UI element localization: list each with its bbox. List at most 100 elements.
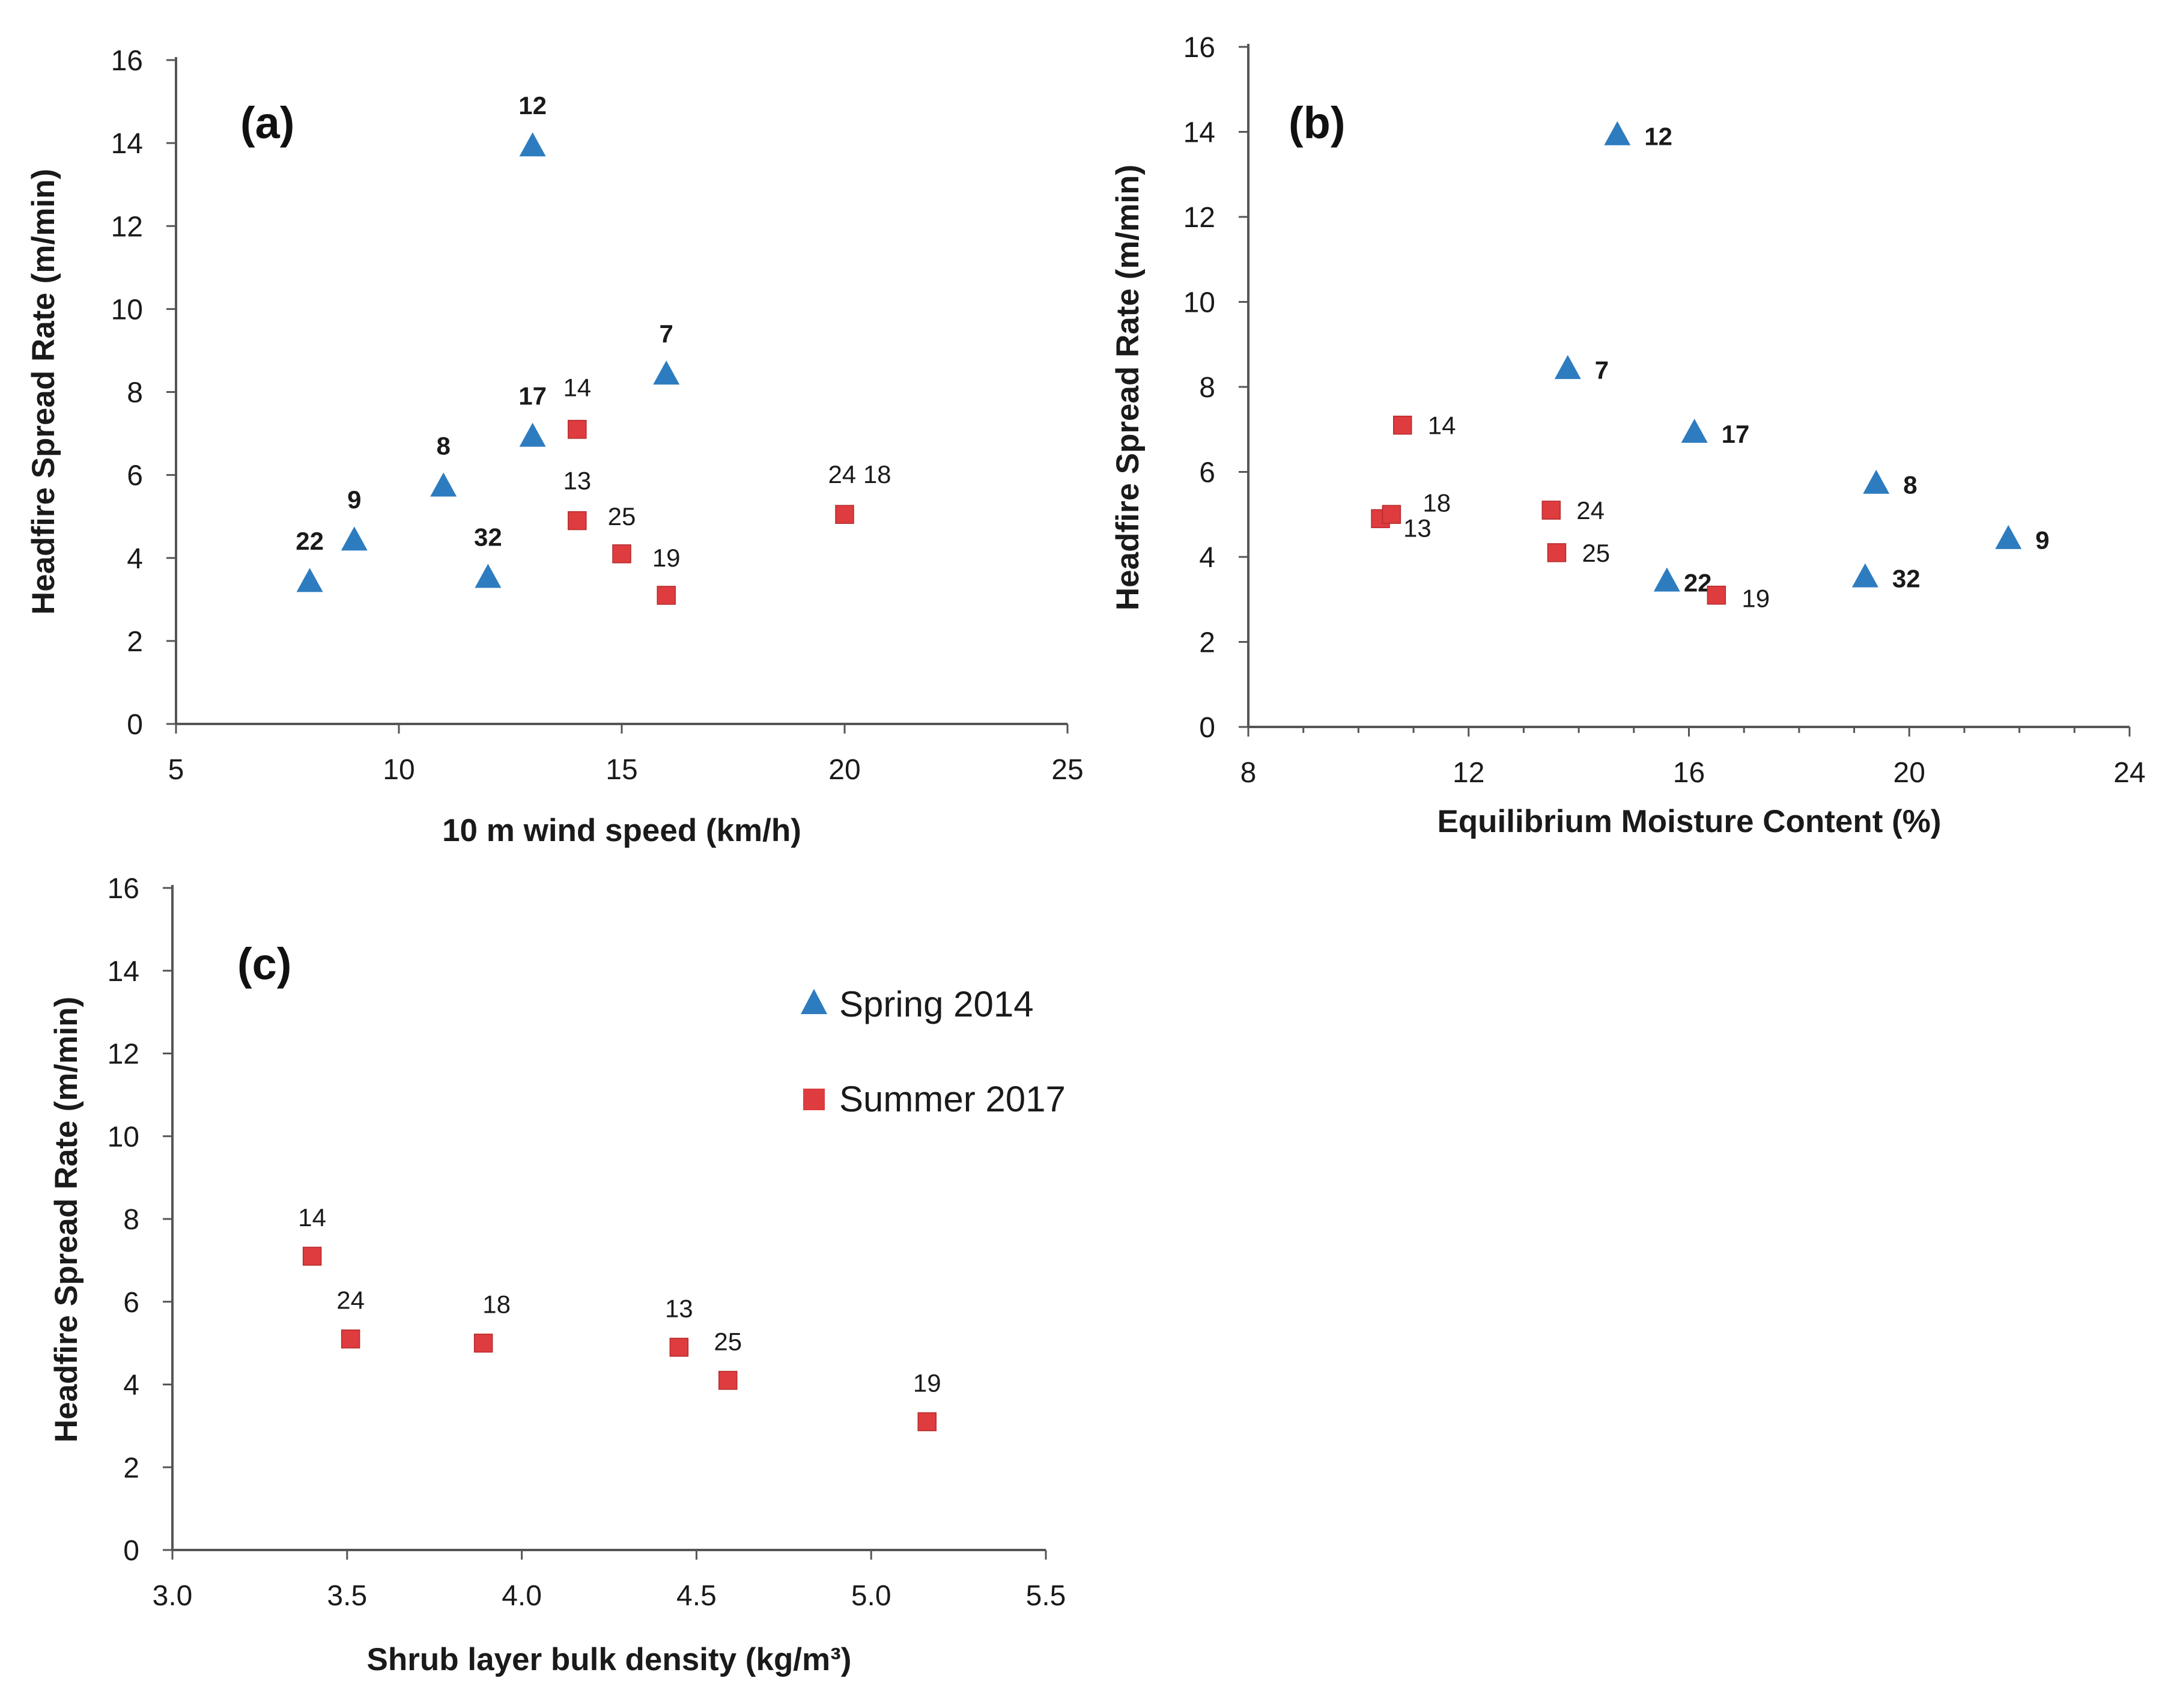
legend-entry: Spring 2014 [839,984,1034,1024]
y-tick-label: 12 [1183,202,1215,234]
spring-2014-point [475,564,502,588]
x-tick-label: 5 [168,754,184,786]
y-tick-label: 16 [108,873,139,905]
chart-panel-1: 0 2 4 6 8 10 12 14 16 5 10 15 20 25 10 m wind speed (k… [26,45,1084,848]
x-tick-label: 20 [1893,757,1925,789]
y-tick-label: 6 [127,460,143,492]
spring-2014-point [1681,419,1708,443]
chart-panel-3: 0 24 6 8 10 12 14 16 3.0 3.5 4.0 4.5 5.0 5.5 Shrub lay… [49,873,1066,1677]
data-label: 9 [2035,526,2049,555]
y-tick-label: 16 [1183,32,1215,64]
x-tick-label: 10 [383,754,414,786]
spring-2014-point [1604,121,1631,145]
spring-2014-point [296,568,323,592]
data-label: 14 [1428,412,1456,440]
x-axis-label: Shrub layer bulk density (kg/m³) [367,1642,852,1677]
y-tick-label: 2 [127,626,143,658]
data-label: 18 [482,1290,511,1319]
x-tick-label: 12 [1453,757,1484,789]
x-tick-label: 8 [1240,757,1257,789]
y-tick-label: 10 [108,1121,139,1153]
summer-2017-point [302,1247,322,1266]
y-tick-label: 0 [123,1535,139,1567]
data-label: 12 [518,91,547,120]
y-tick-label: 8 [1199,372,1215,404]
spring-2014-point [519,132,546,157]
spring-2014-point [653,360,680,385]
data-label: 17 [518,381,547,410]
y-tick-label: 6 [1199,457,1215,489]
data-label: 12 [1644,123,1672,151]
summer-2017-point [568,511,587,530]
data-label: 25 [608,502,636,530]
y-tick-label: 4 [123,1370,139,1402]
y-tick-label: 0 [127,709,143,741]
legend: Spring 2014 Summer 2017 [801,984,1066,1119]
legend-square-icon [803,1089,825,1110]
data-label: 25 [1582,539,1610,567]
spring-2014-point [519,422,546,447]
y-tick-label: 4 [127,543,143,575]
x-axis-label: 10 m wind speed (km/h) [442,813,801,848]
y-tick-label: 10 [111,294,143,326]
x-tick-label: 5.5 [1026,1580,1066,1612]
spring-2014-point [341,526,368,551]
summer-2017-point [669,1337,689,1357]
y-axis-label: Headfire Spread Rate (m/min) [26,169,61,615]
x-tick-label: 3.0 [153,1580,193,1612]
summer-2017-point [1707,585,1726,605]
y-tick-label: 2 [1199,627,1215,659]
y-tick-label: 14 [1183,117,1215,149]
x-tick-label: 20 [828,754,860,786]
data-label: 24 [336,1286,365,1314]
y-tick-label: 8 [123,1204,139,1236]
y-axis-label: Headfire Spread Rate (m/min) [49,997,84,1442]
y-tick-label: 10 [1183,287,1215,319]
data-label: 22 [296,527,324,555]
spring-2014-point [1851,563,1878,588]
spring-2014-point [1995,524,2022,549]
data-label: 8 [1903,471,1917,499]
summer-2017-point [341,1329,360,1349]
x-tick-label: 3.5 [327,1580,367,1612]
y-axis-label: Headfire Spread Rate (m/min) [1110,165,1146,610]
summer-2017-point [1547,543,1567,562]
y-tick-label: 16 [111,45,143,77]
legend-entry: Summer 2017 [839,1079,1066,1119]
y-tick-label: 8 [127,377,143,409]
spring-2014-point [430,472,457,497]
y-tick-label: 6 [123,1287,139,1319]
x-tick-label: 5.0 [851,1580,891,1612]
panel-label: (b) [1289,98,1346,148]
data-label: 9 [347,485,361,514]
data-label: 25 [714,1328,742,1356]
x-tick-label: 25 [1051,754,1083,786]
data-label: 8 [437,431,451,460]
summer-2017-point [1541,500,1561,520]
data-label: 14 [563,374,591,402]
spring-2014-point [1554,354,1581,379]
data-label: 32 [474,523,502,551]
data-label: 24 18 [828,460,891,488]
legend-triangle-icon [801,989,827,1014]
data-label: 19 [652,544,681,572]
data-label: 14 [298,1203,326,1232]
y-tick-label: 12 [108,1039,139,1071]
y-tick-label: 12 [111,211,143,243]
y-tick-label: 14 [108,956,139,988]
x-tick-label: 4.5 [676,1580,717,1612]
data-label: 13 [665,1295,693,1323]
data-label: 19 [1741,585,1770,613]
data-label: 13 [563,467,591,495]
spring-2014-point [1653,567,1680,592]
summer-2017-point [612,544,631,564]
summer-2017-point [1382,505,1401,524]
x-axis-label: Equilibrium Moisture Content (%) [1437,804,1941,839]
spring-2014-point [1863,469,1890,494]
x-tick-label: 4.0 [502,1580,542,1612]
x-tick-label: 16 [1673,757,1705,789]
y-tick-label: 0 [1199,712,1215,744]
data-label: 18 [1423,488,1451,517]
summer-2017-point [568,419,587,439]
